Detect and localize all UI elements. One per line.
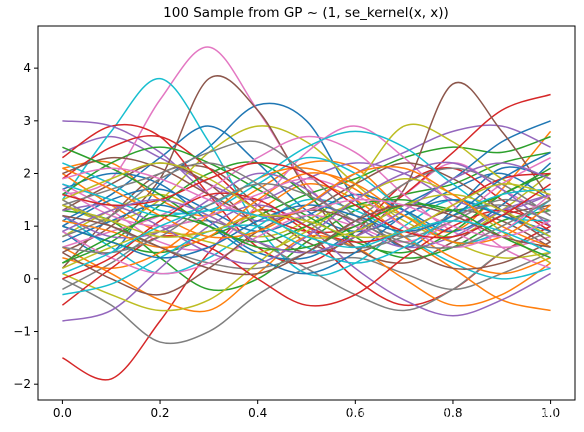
- y-tick-label: −1: [13, 325, 31, 339]
- y-tick-label: 4: [23, 61, 31, 75]
- series-line-56: [62, 204, 551, 276]
- series-line-58: [62, 182, 551, 254]
- y-tick-label: 1: [23, 219, 31, 233]
- series-line-41: [62, 199, 551, 275]
- watermark-text: https://blog.csdn.net/qq_37308146: [348, 407, 576, 422]
- series-line-32: [62, 167, 551, 275]
- series-line-47: [62, 178, 552, 248]
- x-tick-label: 0.8: [443, 406, 462, 420]
- series-line-60: [62, 209, 551, 275]
- series-line-57: [62, 167, 551, 238]
- series-line-2: [62, 130, 552, 233]
- series-line-16: [62, 75, 551, 264]
- series-line-52: [62, 165, 551, 248]
- y-tick-label: 0: [23, 272, 31, 286]
- y-axis: −2 −1 0 1 2 3 4: [13, 61, 38, 391]
- x-tick-label: 0.2: [150, 406, 169, 420]
- x-tick-label: 0.6: [346, 406, 365, 420]
- series-line-53: [62, 203, 551, 264]
- x-tick-label: 0.4: [248, 406, 267, 420]
- series-line-14: [61, 123, 551, 265]
- series-line-18: [62, 219, 551, 312]
- series-line-40: [62, 130, 551, 222]
- series-line-27: [62, 135, 551, 248]
- series-line-35: [62, 172, 551, 249]
- y-tick-label: 2: [23, 166, 31, 180]
- y-tick-label: 3: [23, 114, 31, 128]
- chart-title: 100 Sample from GP ~ (1, se_kernel(x, x)…: [163, 5, 449, 21]
- plot-frame: [37, 25, 576, 401]
- x-tick-label: 1.0: [541, 406, 560, 420]
- series-line-6: [61, 164, 551, 269]
- y-tick-label: −2: [13, 377, 31, 391]
- series-line-54: [62, 162, 551, 239]
- series-layer: [61, 46, 552, 381]
- x-tick-label: 0.0: [53, 406, 72, 420]
- series-line-7: [62, 46, 551, 222]
- x-axis: 0.0 0.2 0.4 0.6 0.8 1.0: [53, 400, 560, 420]
